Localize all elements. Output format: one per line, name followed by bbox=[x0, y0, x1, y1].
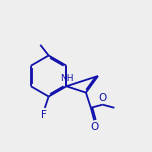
Text: F: F bbox=[41, 110, 47, 120]
Text: NH: NH bbox=[60, 74, 74, 83]
Text: O: O bbox=[90, 122, 98, 132]
Text: O: O bbox=[99, 93, 107, 103]
